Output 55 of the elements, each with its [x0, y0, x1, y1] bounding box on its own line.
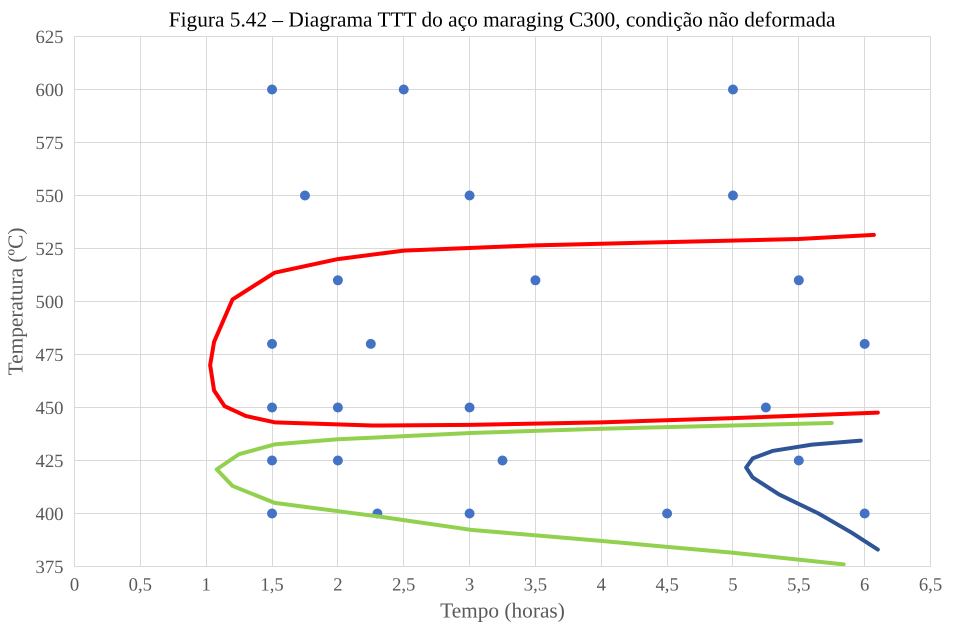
point [860, 338, 870, 349]
point [464, 508, 475, 518]
point [366, 338, 376, 349]
y-tick-label: 500 [36, 292, 64, 313]
y-tick-label: 375 [36, 557, 64, 578]
point [464, 402, 475, 412]
x-tick-label: 6 [860, 574, 870, 596]
point [728, 84, 738, 94]
y-tick-label: 600 [36, 80, 64, 101]
point [530, 275, 540, 286]
x-tick-label: 5 [728, 574, 738, 596]
x-tick-label: 3,5 [524, 574, 548, 596]
point [267, 508, 278, 518]
point [794, 275, 804, 286]
point [300, 190, 310, 200]
y-tick-label: 425 [36, 451, 64, 472]
point [464, 190, 475, 200]
chart-title: Figura 5.42 – Diagrama TTT do aço maraging C300, condição não deformada [168, 8, 836, 32]
point [267, 402, 278, 412]
point [728, 190, 738, 200]
point [794, 456, 804, 466]
x-tick-label: 3 [464, 574, 474, 596]
y-axis-title: Temperatura (ºC) [4, 228, 28, 376]
x-tick-label: 1,5 [260, 574, 284, 596]
point [860, 508, 870, 518]
line-series [208, 232, 880, 428]
x-tick-label: 5,5 [787, 574, 810, 596]
x-tick-label: 0,5 [128, 574, 152, 596]
y-tick-label: 450 [36, 398, 64, 419]
y-tick-label: 550 [36, 186, 64, 207]
x-tick-label: 6,5 [918, 574, 942, 596]
point [332, 456, 343, 466]
point [332, 402, 343, 412]
x-tick-label: 4,5 [655, 574, 679, 596]
x-tick-label: 0 [70, 574, 80, 596]
point [662, 508, 672, 518]
point [332, 275, 343, 286]
point [267, 338, 278, 349]
point [760, 402, 771, 412]
point [267, 84, 278, 94]
point [398, 84, 409, 94]
y-tick-label: 475 [36, 345, 64, 366]
x-tick-label: 1 [202, 574, 211, 596]
line-series [214, 420, 846, 566]
point [498, 456, 508, 466]
x-tick-label: 4 [596, 574, 607, 596]
y-tick-label: 525 [36, 239, 64, 260]
point [267, 456, 278, 466]
x-tick-label: 2 [333, 574, 343, 596]
x-tick-label: 2,5 [392, 574, 416, 596]
line-series [744, 438, 880, 552]
y-tick-label: 575 [36, 133, 64, 154]
y-tick-label: 625 [36, 27, 64, 48]
y-tick-label: 400 [36, 504, 64, 525]
x-axis-title: Tempo (horas) [440, 598, 565, 622]
